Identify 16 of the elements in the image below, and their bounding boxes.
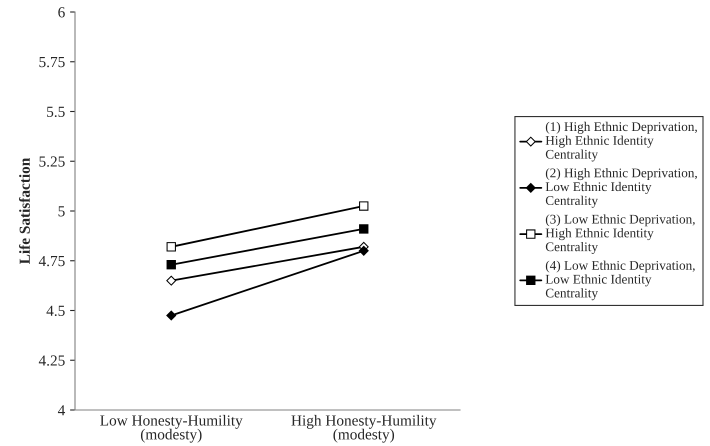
y-tick-label: 4 (58, 405, 66, 416)
legend-label: (1) High Ethnic Deprivation, High Ethnic Identity Centrality (546, 122, 697, 162)
y-tick-label: 5.75 (39, 57, 65, 68)
legend-label: (2) High Ethnic Deprivation, Low Ethnic Identity Centrality (546, 168, 697, 208)
legend-label: (4) Low Ethnic Deprivation, Low Ethnic Identity Centrality (546, 260, 695, 300)
x-tick-label: Low Honesty-Humility (modesty) (100, 414, 243, 443)
y-tick-label: 5.25 (39, 156, 65, 167)
legend-label: (3) Low Ethnic Deprivation, High Ethnic Identity Centrality (546, 214, 695, 254)
y-tick-label: 4.25 (38, 355, 65, 366)
y-tick-label: 4.5 (46, 306, 65, 316)
y-axis-title: Life Satisfaction (18, 158, 30, 264)
y-tick-label: 5.5 (47, 106, 65, 118)
y-tick-label: 6 (58, 7, 65, 18)
y-tick-label: 5 (58, 206, 65, 216)
x-tick-label: High Honesty-Humility (modesty) (291, 414, 436, 443)
y-tick-label: 4.75 (38, 256, 65, 266)
